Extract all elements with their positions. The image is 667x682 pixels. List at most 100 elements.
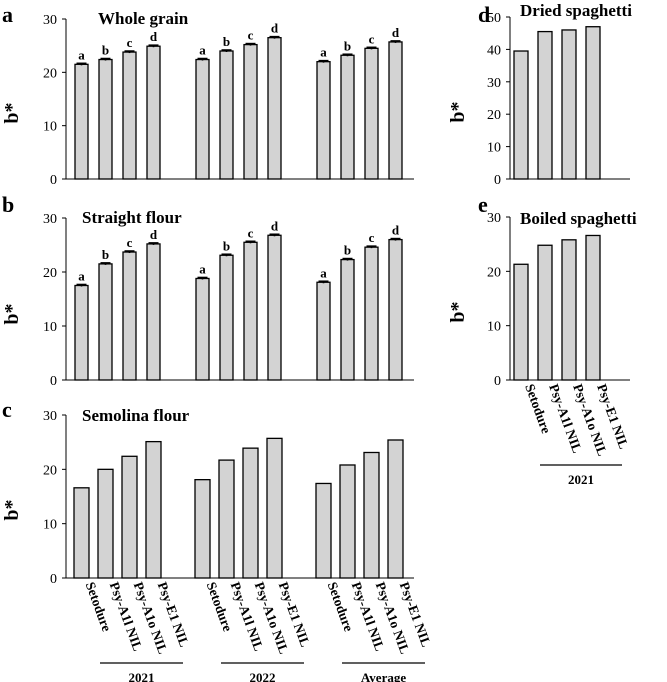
y-tick-label: 30	[487, 76, 501, 91]
bar	[266, 437, 283, 579]
y-tick-label: 10	[43, 320, 57, 335]
y-tick-label: 10	[43, 518, 57, 533]
bar	[340, 54, 355, 180]
bar	[122, 51, 137, 180]
significance-letter: d	[392, 25, 400, 40]
significance-letter: a	[199, 261, 206, 276]
significance-letter: d	[150, 227, 158, 242]
significance-letter: d	[392, 223, 400, 238]
bar	[122, 251, 137, 381]
group-label: 2021	[129, 670, 155, 682]
bar	[146, 243, 161, 381]
bar	[98, 58, 113, 180]
bar	[73, 487, 90, 579]
bar	[267, 234, 282, 381]
chart-title: Whole grain	[98, 9, 189, 28]
y-tick-label: 30	[43, 409, 57, 424]
bar	[585, 234, 601, 381]
significance-letter: d	[271, 21, 279, 36]
bar	[97, 468, 114, 579]
y-tick-label: 0	[494, 374, 501, 389]
y-tick-label: 50	[487, 11, 501, 26]
bar	[364, 47, 379, 180]
significance-letter: a	[199, 43, 206, 58]
significance-letter: b	[223, 34, 230, 49]
bar	[74, 284, 89, 381]
y-tick-label: 0	[494, 173, 501, 188]
chart-title: Boiled spaghetti	[520, 209, 637, 228]
significance-letter: c	[248, 225, 254, 240]
bar	[121, 455, 138, 579]
y-tick-label: 20	[487, 108, 501, 123]
y-axis-label: b*	[1, 499, 23, 520]
panel-b: b 0 10 20 30 b* Straight flour a b c d a b c d a b c d	[1, 192, 414, 389]
significance-letter: b	[344, 38, 351, 53]
significance-letter: a	[320, 265, 327, 280]
bar	[146, 45, 161, 180]
bar	[363, 451, 380, 579]
y-tick-label: 40	[487, 43, 501, 58]
significance-letter: c	[369, 230, 375, 245]
y-tick-label: 20	[43, 66, 57, 81]
bar	[195, 277, 210, 381]
bar	[243, 43, 258, 180]
bar	[195, 58, 210, 180]
y-axis-label: b*	[1, 303, 23, 324]
significance-letter: c	[369, 31, 375, 46]
bar	[243, 241, 258, 381]
significance-letter: b	[223, 238, 230, 253]
y-tick-label: 0	[50, 173, 57, 188]
bar	[585, 26, 601, 180]
bar	[388, 238, 403, 381]
significance-letter: d	[271, 218, 279, 233]
y-tick-label: 30	[43, 212, 57, 227]
group-label: 2022	[250, 670, 276, 682]
significance-letter: c	[248, 28, 254, 43]
y-axis-label: b*	[1, 102, 23, 123]
bar	[537, 30, 553, 180]
bar	[340, 258, 355, 381]
significance-letter: b	[102, 43, 109, 58]
panel-label-c: c	[2, 397, 12, 422]
chart-title: Straight flour	[82, 208, 182, 227]
bar	[218, 459, 235, 579]
bar	[74, 63, 89, 180]
y-tick-label: 0	[50, 572, 57, 587]
y-tick-label: 30	[487, 211, 501, 226]
significance-letter: d	[150, 29, 158, 44]
y-tick-label: 20	[43, 463, 57, 478]
bar	[315, 482, 332, 579]
significance-letter: c	[127, 35, 133, 50]
y-axis-label: b*	[447, 101, 469, 122]
bar	[513, 263, 529, 381]
bar	[339, 464, 356, 579]
panel-d: d 0 10 20 30 40 50 b* Dried spaghetti	[447, 1, 632, 188]
bar	[145, 440, 162, 579]
y-tick-label: 10	[43, 120, 57, 135]
y-tick-label: 30	[43, 13, 57, 28]
y-axis-label: b*	[447, 301, 469, 322]
bar	[561, 29, 577, 180]
significance-letter: a	[78, 47, 85, 62]
bar	[364, 246, 379, 381]
y-tick-label: 0	[50, 374, 57, 389]
bar	[316, 281, 331, 381]
chart-title: Semolina flour	[82, 406, 190, 425]
chart-title: Dried spaghetti	[520, 1, 632, 20]
bar	[219, 50, 234, 180]
bar	[513, 50, 529, 180]
group-label: Average	[361, 670, 406, 682]
bar	[388, 41, 403, 180]
panel-label-b: b	[2, 192, 14, 217]
significance-letter: c	[127, 235, 133, 250]
panel-a: a 0 10 20 30 b* Whole grain a b c d a b c d a b c d	[1, 2, 414, 188]
y-tick-label: 10	[487, 141, 501, 156]
panel-label-d: d	[478, 2, 490, 27]
bar	[98, 263, 113, 381]
bar	[561, 239, 577, 381]
bar	[387, 439, 404, 579]
panel-label-e: e	[478, 192, 488, 217]
